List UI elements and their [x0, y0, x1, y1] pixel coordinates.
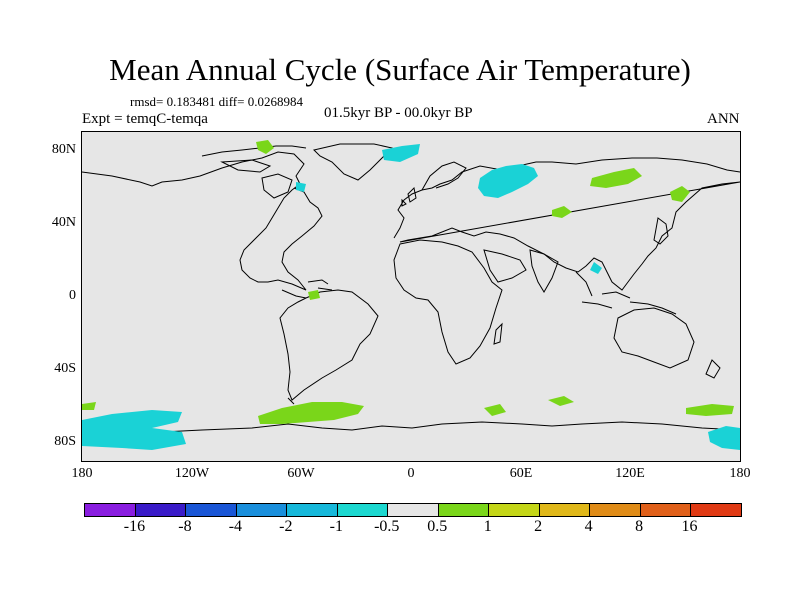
coast-southeast-asia [575, 271, 677, 315]
coast-madagascar [493, 322, 503, 345]
anomaly-patch-green-arctic [256, 140, 274, 154]
colorbar-label-7: 1 [483, 518, 492, 535]
season-label: ANN [707, 111, 740, 127]
coast-australia [613, 307, 695, 369]
colorbar-label-0: -16 [123, 518, 146, 535]
colorbar-swatch-1 [135, 504, 187, 516]
map-canvas [82, 140, 740, 450]
colorbar-swatch-7 [438, 504, 490, 516]
map-title: Mean Annual Cycle (Surface Air Temperatu… [109, 52, 691, 87]
coast-greenland [313, 143, 393, 181]
colorbar-label-10: 8 [635, 518, 644, 535]
coast-central-america [281, 279, 333, 299]
coast-eurasia [393, 157, 740, 291]
colorbar-swatch-4 [287, 504, 338, 516]
period-label: 01.5kyr BP - 00.0kyr BP [324, 105, 473, 121]
colorbar-swatch-0 [85, 504, 136, 516]
anomaly-patch-green-amazon [308, 290, 320, 300]
lat-label-40n: 40N [51, 215, 76, 230]
lat-label-80s: 80S [54, 434, 76, 449]
experiment-label: Expt = temqC-temqa [82, 111, 208, 127]
coast-antarctica [82, 421, 740, 433]
anomaly-patch-cyan-ross-sea [82, 410, 186, 450]
coast-north-america [82, 151, 323, 291]
lat-label-0: 0 [69, 288, 76, 303]
coastlines [82, 143, 740, 433]
anomaly-patch-cyan-canada [296, 182, 306, 192]
anomaly-patch-green-southern-ocean [548, 396, 574, 406]
colorbar-label-4: -1 [329, 518, 343, 535]
coast-japan [653, 217, 669, 245]
colorbar-label-6: 0.5 [427, 518, 448, 535]
lon-label-60w: 60W [287, 466, 315, 481]
colorbar-swatch-3 [236, 504, 288, 516]
coast-new-zealand [705, 359, 721, 379]
coast-uk [401, 186, 417, 207]
lon-label-180e: 180 [729, 466, 751, 481]
coast-india [529, 249, 559, 293]
colorbar-label-9: 4 [584, 518, 593, 535]
coast-arabia [483, 249, 527, 283]
anomaly-patch-green-indian-ocean [484, 404, 506, 416]
colorbar-label-1: -8 [178, 518, 192, 535]
lon-label-120e: 120E [615, 466, 645, 481]
colorbar-swatch-6 [388, 504, 439, 516]
colorbar-swatch-2 [186, 504, 237, 516]
lon-label-180w: 180 [71, 466, 93, 481]
colorbar-label-5: -0.5 [374, 518, 400, 535]
anomaly-patch-green-pacific [686, 404, 734, 416]
colorbar [84, 503, 742, 517]
colorbar-label-3: -2 [279, 518, 293, 535]
stats-text: rmsd= 0.183481 diff= 0.0268984 [130, 94, 303, 109]
coast-hudson-bay [261, 173, 293, 199]
colorbar-swatch-5 [337, 504, 389, 516]
anomaly-patch-cyan-greenland [382, 144, 420, 162]
anomaly-patch-cyan-asia [590, 262, 602, 274]
coast-scandinavia [421, 161, 467, 191]
colorbar-swatch-10 [590, 504, 641, 516]
anomaly-patch-green-kamchatka [670, 186, 690, 202]
coast-africa [393, 239, 503, 365]
lon-label-60e: 60E [509, 466, 533, 481]
colorbar-swatch-8 [489, 504, 540, 516]
anomaly-patch-green-weddell [258, 402, 364, 424]
lat-label-80n: 80N [51, 142, 76, 157]
anomaly-patch-cyan-east-antarctica [708, 426, 740, 450]
anomaly-patch-green-west [82, 402, 96, 410]
coast-south-america [279, 289, 379, 401]
colorbar-swatch-9 [539, 504, 591, 516]
colorbar-label-8: 2 [534, 518, 543, 535]
anomaly-patch-green-central-asia [552, 206, 572, 218]
anomaly-patch-cyan-russia [478, 164, 538, 198]
lon-label-0: 0 [407, 466, 415, 481]
colorbar-swatch-11 [640, 504, 692, 516]
anomaly-patch-green-siberia [590, 168, 642, 188]
lon-label-120w: 120W [174, 466, 210, 481]
anomaly-contours [82, 140, 740, 450]
colorbar-swatch-12 [691, 504, 741, 516]
world-map [81, 131, 741, 462]
lat-label-40s: 40S [54, 361, 76, 376]
colorbar-label-2: -4 [228, 518, 243, 535]
colorbar-label-11: 16 [681, 518, 698, 535]
coast-arctic-islands [201, 145, 307, 173]
